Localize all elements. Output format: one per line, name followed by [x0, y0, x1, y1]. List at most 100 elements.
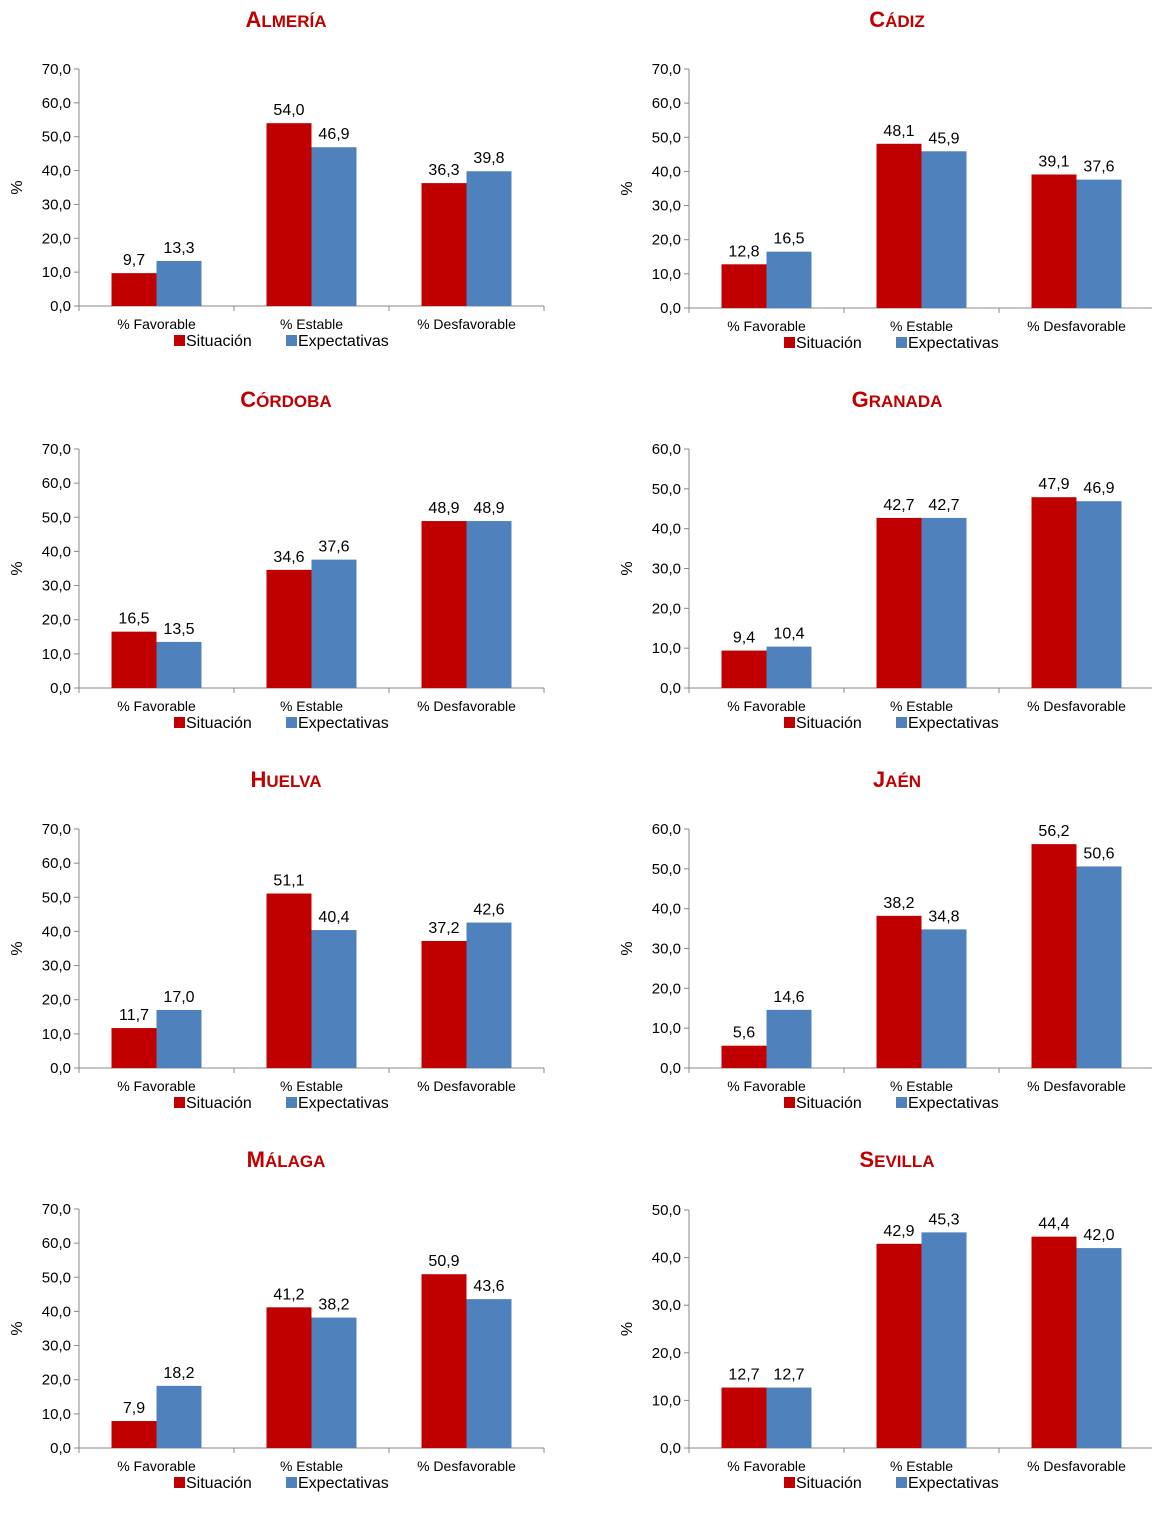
data-label: 17,0: [163, 989, 194, 1006]
bar-expectativas: [466, 521, 512, 688]
chart-sevilla: SEVILLA 0,0 10,0 20,0 30,0 40,0 50,0% % Favorab…: [610, 1140, 1152, 1515]
x-category-label: % Favorable: [727, 698, 806, 714]
x-category-label: % Desfavorable: [417, 1458, 516, 1474]
bar-situacion: [721, 650, 767, 688]
legend-swatch-expectativas: [896, 337, 907, 348]
y-tick-label: 70,0: [42, 1201, 71, 1218]
x-category-label: % Estable: [280, 1458, 343, 1474]
x-category-label: % Desfavorable: [417, 316, 516, 332]
bar-expectativas: [921, 929, 967, 1068]
bar-situacion: [876, 915, 922, 1068]
y-tick-label: 60,0: [652, 441, 681, 458]
legend-swatch-expectativas: [896, 1477, 907, 1488]
bar-expectativas: [766, 646, 812, 688]
data-label: 36,3: [428, 162, 459, 179]
data-label: 48,1: [883, 123, 914, 140]
y-tick-label: 20,0: [42, 230, 71, 247]
legend-label-expectativas: Expectativas: [298, 333, 389, 350]
y-tick-label: 0,0: [660, 300, 681, 317]
y-tick-label: 30,0: [42, 578, 71, 595]
data-label: 45,3: [928, 1211, 959, 1228]
chart-title: ALMERÍA: [245, 7, 326, 32]
chart-svg-almeria: ALMERÍA 0,0 10,0 20,0 30,0 40,0 50,0 60,0 70,0%%…: [9, 7, 545, 350]
y-tick-label: 60,0: [652, 95, 681, 112]
data-label: 48,9: [428, 500, 459, 517]
y-tick-label: 30,0: [652, 1297, 681, 1314]
bar-expectativas: [766, 1009, 812, 1068]
y-tick-label: 10,0: [42, 1026, 71, 1043]
chart-svg-cordoba: CÓRDOBA 0,0 10,0 20,0 30,0 40,0 50,0 60,0 70,0%%…: [9, 387, 545, 732]
y-tick-label: 30,0: [652, 561, 681, 578]
y-tick-label: 40,0: [652, 1250, 681, 1267]
y-tick-label: 50,0: [652, 1202, 681, 1219]
legend-label-situacion: Situación: [186, 715, 252, 732]
data-label: 14,6: [773, 989, 804, 1006]
chart-cordoba: CÓRDOBA 0,0 10,0 20,0 30,0 40,0 50,0 60,0 70,0%%…: [0, 380, 545, 755]
legend-label-expectativas: Expectativas: [908, 1095, 999, 1112]
legend-swatch-expectativas: [286, 335, 297, 346]
legend-label-expectativas: Expectativas: [298, 1095, 389, 1112]
chart-svg-jaen: JAÉN 0,0 10,0 20,0 30,0 40,0 50,0 60,0% % Favora…: [619, 767, 1152, 1112]
y-tick-label: 70,0: [652, 61, 681, 78]
bar-expectativas: [1076, 1248, 1122, 1448]
bar-situacion: [266, 123, 312, 307]
x-category-label: % Favorable: [727, 318, 806, 334]
y-tick-label: 50,0: [652, 861, 681, 878]
y-tick-label: 70,0: [42, 441, 71, 458]
data-label: 12,8: [728, 243, 759, 260]
data-label: 42,0: [1083, 1227, 1114, 1244]
legend-swatch-situacion: [784, 1477, 795, 1488]
y-tick-label: 0,0: [50, 298, 71, 315]
data-label: 39,1: [1038, 154, 1069, 171]
chart-title: CÁDIZ: [869, 7, 925, 32]
data-label: 37,6: [318, 539, 349, 556]
data-label: 46,9: [1083, 480, 1114, 497]
y-tick-label: 10,0: [42, 1406, 71, 1423]
bar-expectativas: [156, 1009, 202, 1068]
bar-situacion: [876, 517, 922, 688]
data-label: 43,6: [473, 1278, 504, 1295]
data-label: 41,2: [273, 1286, 304, 1303]
y-tick-label: 60,0: [42, 95, 71, 112]
x-category-label: % Favorable: [117, 1078, 196, 1094]
bar-situacion: [721, 1045, 767, 1068]
x-category-label: % Favorable: [727, 1078, 806, 1094]
chart-huelva: HUELVA 0,0 10,0 20,0 30,0 40,0 50,0 60,0 70,0% % …: [0, 760, 545, 1135]
y-tick-label: 60,0: [42, 855, 71, 872]
y-tick-label: 0,0: [660, 1440, 681, 1457]
legend-label-expectativas: Expectativas: [908, 715, 999, 732]
y-tick-label: 70,0: [42, 821, 71, 838]
x-category-label: % Favorable: [117, 316, 196, 332]
y-tick-label: 10,0: [652, 266, 681, 283]
x-category-label: % Desfavorable: [417, 1078, 516, 1094]
data-label: 50,6: [1083, 845, 1114, 862]
chart-svg-sevilla: SEVILLA 0,0 10,0 20,0 30,0 40,0 50,0% % Favorab…: [619, 1147, 1152, 1492]
chart-jaen: JAÉN 0,0 10,0 20,0 30,0 40,0 50,0 60,0% % Favora…: [610, 760, 1152, 1135]
bar-situacion: [421, 183, 467, 306]
y-tick-label: 40,0: [652, 521, 681, 538]
chart-svg-malaga: MÁLAGA 0,0 10,0 20,0 30,0 40,0 50,0 60,0 70,0% % …: [9, 1147, 545, 1492]
y-tick-label: 40,0: [42, 1303, 71, 1320]
y-axis-label: %: [619, 1322, 636, 1336]
y-tick-label: 10,0: [652, 1020, 681, 1037]
bar-situacion: [1031, 844, 1077, 1068]
data-label: 16,5: [773, 231, 804, 248]
x-category-label: % Favorable: [117, 1458, 196, 1474]
y-tick-label: 50,0: [42, 889, 71, 906]
bar-expectativas: [156, 260, 202, 306]
bar-situacion: [266, 1307, 312, 1448]
data-label: 42,9: [883, 1223, 914, 1240]
bar-situacion: [266, 569, 312, 688]
legend-label-situacion: Situación: [796, 1095, 862, 1112]
data-label: 48,9: [473, 500, 504, 517]
y-tick-label: 0,0: [50, 1060, 71, 1077]
y-axis-label: %: [9, 941, 26, 955]
x-category-label: % Desfavorable: [1027, 318, 1126, 334]
chart-malaga: MÁLAGA 0,0 10,0 20,0 30,0 40,0 50,0 60,0 70,0% % …: [0, 1140, 545, 1515]
y-tick-label: 10,0: [42, 646, 71, 663]
x-category-label: % Estable: [890, 318, 953, 334]
data-label: 12,7: [773, 1367, 804, 1384]
y-tick-label: 30,0: [652, 941, 681, 958]
data-label: 44,4: [1038, 1216, 1069, 1233]
y-tick-label: 20,0: [42, 1372, 71, 1389]
